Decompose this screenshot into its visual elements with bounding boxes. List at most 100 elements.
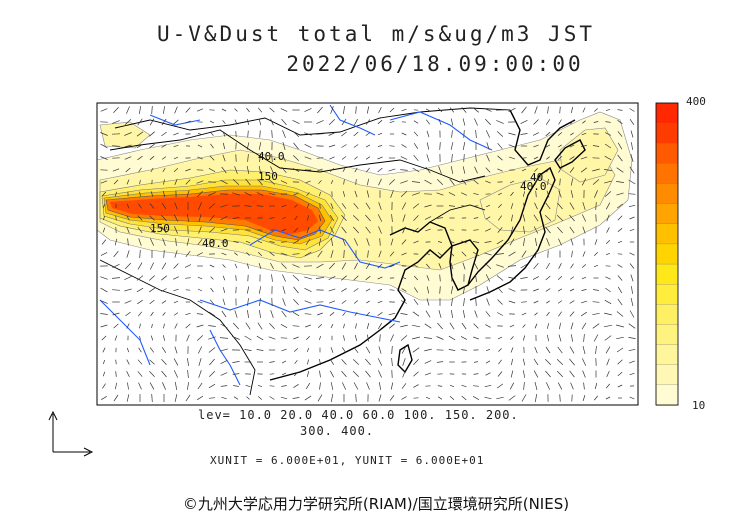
wind-vector [256, 205, 264, 207]
wind-vector [208, 347, 216, 353]
wind-vector [616, 347, 624, 353]
wind-vector [533, 119, 539, 125]
border-mongolia-china [109, 129, 486, 183]
wind-vector [137, 118, 143, 126]
wind-vector [450, 262, 454, 270]
wind-vector [580, 311, 588, 317]
wind-vector [341, 359, 347, 365]
wind-vector [630, 274, 634, 282]
wind-vector [366, 311, 370, 317]
wind-vector [582, 120, 586, 124]
wind-vector [400, 169, 408, 171]
wind-vector [271, 274, 273, 282]
wind-vector [269, 385, 275, 387]
wind-vector [438, 310, 442, 318]
wind-vector [391, 214, 393, 222]
wind-vector [341, 156, 347, 160]
coastline-taiwan [397, 343, 413, 374]
wind-vector [616, 203, 624, 209]
wind-vector [485, 348, 491, 352]
wind-vector [484, 252, 492, 256]
wind-vector [330, 359, 334, 365]
wind-vector [341, 370, 347, 378]
wind-vector [401, 132, 407, 136]
wind-vector [269, 361, 275, 363]
colorbar-band [655, 384, 679, 406]
wind-vector [220, 228, 228, 232]
wind-vector [545, 370, 551, 378]
wind-vector [293, 336, 299, 340]
wind-vector [498, 203, 502, 209]
wind-vector [161, 262, 167, 270]
wind-vector [174, 323, 178, 329]
wind-vector [197, 144, 203, 148]
wind-vector [209, 264, 215, 268]
wind-vector [522, 358, 526, 366]
wind-vector [402, 226, 406, 234]
wind-vector [604, 324, 612, 328]
wind-vector [450, 166, 454, 174]
wind-vector [377, 145, 383, 147]
wind-vector [438, 166, 442, 174]
wind-vector [124, 275, 132, 281]
wind-vector [197, 300, 203, 304]
wind-vector [293, 192, 299, 196]
wind-vector [112, 263, 120, 269]
wind-vector [617, 264, 623, 268]
wind-vector [304, 313, 312, 315]
wind-vector [330, 106, 334, 114]
wind-vector [330, 323, 334, 329]
wind-vector [232, 192, 240, 196]
wind-vector [151, 323, 153, 329]
wind-vector [582, 107, 586, 113]
river-lena [329, 104, 376, 136]
wind-vector [605, 121, 611, 123]
wind-vector [173, 263, 179, 269]
wind-vector [401, 346, 407, 354]
wind-vector [413, 131, 419, 137]
wind-vector [595, 346, 597, 354]
wind-vector [569, 156, 575, 160]
wind-vector [268, 336, 276, 340]
wind-vector [281, 166, 287, 174]
wind-vector [462, 310, 466, 318]
wind-vector [174, 346, 178, 354]
wind-vector [485, 130, 491, 138]
wind-vector [581, 276, 587, 280]
wind-vector [628, 193, 636, 195]
wind-vector [426, 154, 430, 162]
wind-vector [257, 107, 263, 113]
wind-vector [233, 385, 239, 387]
wind-vector [341, 262, 347, 270]
wind-vector [124, 156, 132, 160]
contour-label: 40.0 [258, 150, 285, 163]
wind-vector [331, 238, 333, 246]
wind-vector [425, 310, 431, 318]
wind-vector [353, 300, 359, 304]
wind-vector [533, 214, 539, 222]
wind-vector [521, 301, 527, 303]
colorbar-band [655, 163, 679, 185]
wind-vector [102, 347, 106, 353]
wind-vector [534, 202, 538, 210]
wind-vector [377, 289, 383, 291]
wind-vector [605, 276, 611, 280]
wind-vector [377, 156, 383, 160]
wind-vector [424, 360, 432, 364]
river-yangtze [199, 299, 401, 323]
wind-vector [137, 311, 143, 317]
wind-vector [173, 144, 179, 148]
wind-vector [509, 238, 515, 246]
wind-vector [100, 324, 108, 328]
wind-vector [617, 286, 623, 294]
wind-vector [329, 312, 335, 316]
wind-vector [353, 370, 359, 378]
wind-vector [232, 361, 240, 363]
wind-vector [604, 143, 612, 149]
wind-vector [461, 349, 467, 351]
wind-vector [353, 144, 359, 148]
wind-vector [521, 312, 527, 316]
wind-vector [402, 358, 406, 366]
wind-vector [258, 118, 262, 126]
wind-vector [271, 153, 273, 163]
